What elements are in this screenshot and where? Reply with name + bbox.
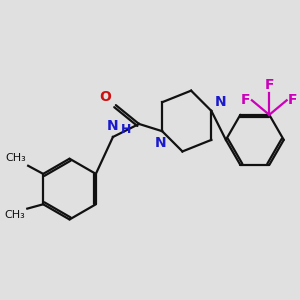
Text: N: N <box>107 119 119 134</box>
Text: N: N <box>215 94 226 109</box>
Text: F: F <box>288 93 298 107</box>
Text: N: N <box>155 136 167 150</box>
Text: F: F <box>265 78 274 92</box>
Text: O: O <box>99 90 111 104</box>
Text: CH₃: CH₃ <box>5 154 26 164</box>
Text: F: F <box>241 93 250 107</box>
Text: H: H <box>121 122 131 136</box>
Text: CH₃: CH₃ <box>4 210 25 220</box>
